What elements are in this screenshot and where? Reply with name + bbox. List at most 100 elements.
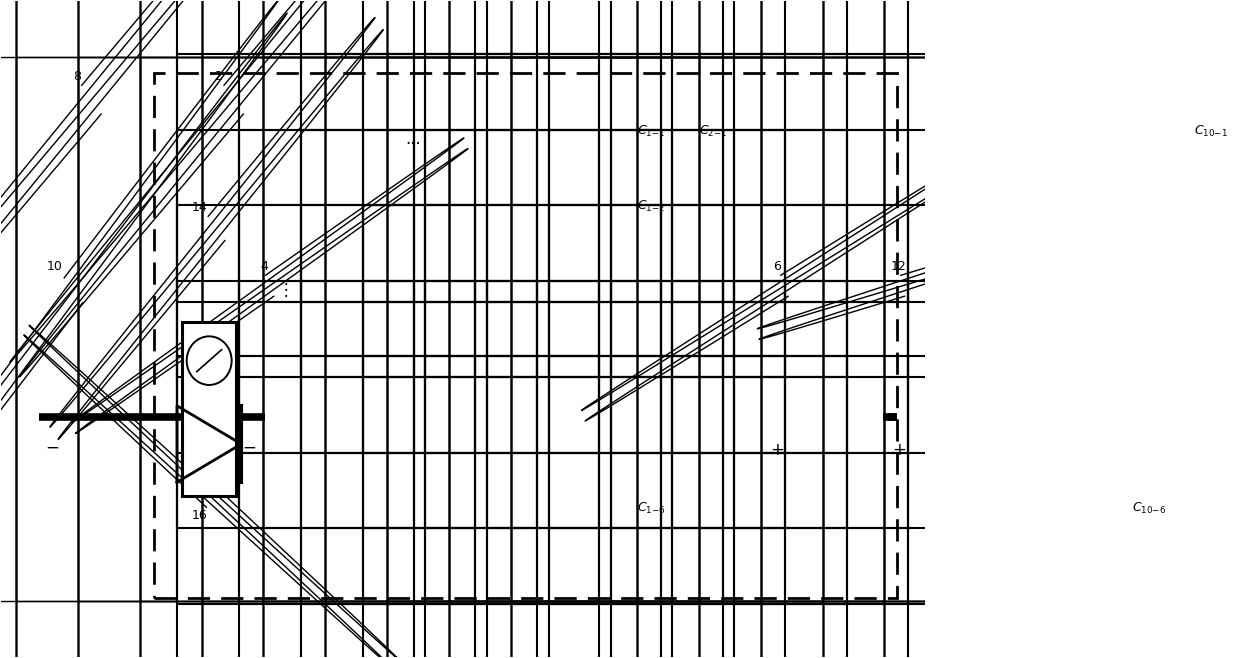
Bar xyxy=(734,55,971,378)
Text: $C_{2\mathregular{-}1}$: $C_{2\mathregular{-}1}$ xyxy=(699,124,727,139)
Bar xyxy=(182,322,236,496)
Bar xyxy=(487,205,723,528)
Bar xyxy=(16,0,699,601)
Text: $-$: $-$ xyxy=(45,438,60,456)
Bar xyxy=(263,0,946,658)
Text: ...: ... xyxy=(405,130,420,148)
Bar xyxy=(672,356,909,658)
Text: $C_{10\mathregular{-}6}$: $C_{10\mathregular{-}6}$ xyxy=(1132,501,1166,516)
Text: 4: 4 xyxy=(260,260,269,272)
Bar xyxy=(449,0,1132,658)
Bar xyxy=(734,130,971,453)
Text: $+$: $+$ xyxy=(770,442,784,459)
Bar xyxy=(16,0,699,658)
Bar xyxy=(610,130,847,453)
Bar xyxy=(672,0,909,302)
Text: 10: 10 xyxy=(47,261,63,273)
Bar xyxy=(387,0,1070,601)
Bar xyxy=(263,57,946,658)
Bar xyxy=(449,57,1132,658)
Bar xyxy=(78,57,760,658)
Bar xyxy=(363,130,599,453)
Bar xyxy=(301,130,537,453)
Bar xyxy=(511,57,1194,658)
Bar xyxy=(549,0,785,302)
Bar xyxy=(140,0,822,658)
Bar xyxy=(177,55,413,378)
Bar xyxy=(325,0,1008,658)
Bar xyxy=(487,55,723,378)
Bar xyxy=(301,280,537,603)
Bar xyxy=(511,0,1194,601)
Bar xyxy=(325,0,1008,658)
Bar xyxy=(387,57,1070,658)
Text: 14: 14 xyxy=(192,201,208,215)
Bar xyxy=(511,0,1194,658)
Bar xyxy=(363,205,599,528)
Bar xyxy=(549,356,785,658)
Bar xyxy=(425,205,661,528)
Bar xyxy=(425,130,661,453)
Bar xyxy=(202,0,884,658)
Bar xyxy=(363,280,599,603)
Bar xyxy=(202,0,884,658)
Bar xyxy=(511,0,1194,658)
Bar xyxy=(610,356,847,658)
Bar xyxy=(449,0,1132,658)
Bar xyxy=(202,0,884,658)
Bar xyxy=(610,0,847,302)
Bar xyxy=(672,55,909,378)
Bar xyxy=(177,280,413,603)
Bar xyxy=(177,130,413,453)
Bar xyxy=(239,356,475,658)
Text: ⋮: ⋮ xyxy=(278,281,295,299)
Text: 16: 16 xyxy=(192,509,208,522)
Bar xyxy=(672,280,909,603)
Bar xyxy=(140,0,822,658)
Bar xyxy=(78,0,760,658)
Bar xyxy=(140,57,822,658)
Bar xyxy=(16,57,699,658)
Bar xyxy=(387,0,1070,658)
Bar xyxy=(325,0,1008,658)
Bar xyxy=(140,0,822,658)
Bar xyxy=(263,0,946,658)
Bar xyxy=(363,356,599,658)
Bar xyxy=(734,0,971,302)
Bar xyxy=(487,0,723,302)
Bar xyxy=(387,0,1070,658)
Text: 6: 6 xyxy=(773,260,781,272)
Bar xyxy=(16,0,699,658)
Bar xyxy=(239,205,475,528)
Bar xyxy=(487,280,723,603)
Bar xyxy=(301,356,537,658)
Bar xyxy=(487,130,723,453)
Bar xyxy=(177,205,413,528)
Bar xyxy=(325,0,1008,601)
Bar xyxy=(263,0,946,658)
Bar xyxy=(487,356,723,658)
Text: 8: 8 xyxy=(73,70,81,84)
Bar xyxy=(78,0,760,601)
Bar xyxy=(78,0,760,658)
Bar xyxy=(511,0,1194,658)
Bar xyxy=(387,0,1070,658)
Bar xyxy=(449,0,1132,658)
Bar xyxy=(449,0,1132,601)
Bar xyxy=(610,55,847,378)
Bar xyxy=(734,280,971,603)
Bar xyxy=(325,57,1008,658)
Text: $C_{1\mathregular{-}6}$: $C_{1\mathregular{-}6}$ xyxy=(637,501,666,516)
Bar xyxy=(0,0,637,658)
Bar xyxy=(425,280,661,603)
Bar xyxy=(672,205,909,528)
Bar xyxy=(425,0,661,302)
Bar xyxy=(549,130,785,453)
Bar xyxy=(239,280,475,603)
Bar xyxy=(202,0,884,658)
Bar xyxy=(734,356,971,658)
Bar xyxy=(301,205,537,528)
Bar xyxy=(16,0,699,658)
Bar xyxy=(202,57,884,658)
Bar xyxy=(0,0,637,601)
